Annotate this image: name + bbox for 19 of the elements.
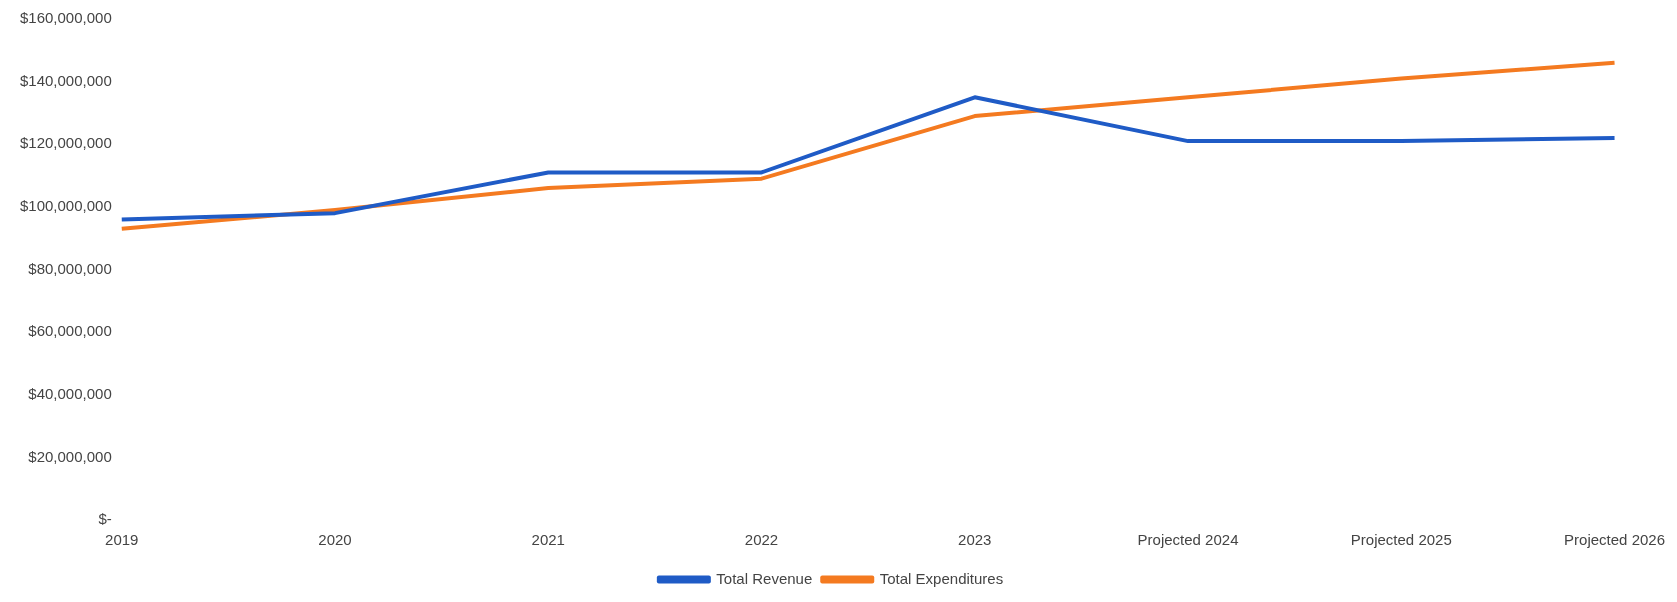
- legend-label: Total Expenditures: [879, 569, 1004, 587]
- x-tick-label: 2021: [531, 531, 565, 549]
- y-tick-label: $160,000,000: [19, 9, 112, 27]
- x-tick-label: 2023: [958, 531, 992, 549]
- x-tick-label: 2020: [318, 531, 352, 549]
- y-tick-label: $20,000,000: [28, 447, 112, 465]
- y-tick-label: $120,000,000: [19, 134, 112, 152]
- x-tick-label: 2019: [105, 531, 139, 549]
- legend-label: Total Revenue: [716, 569, 813, 587]
- x-tick-label: Projected 2024: [1137, 531, 1239, 549]
- y-tick-label: $80,000,000: [28, 259, 112, 277]
- x-tick-label: Projected 2025: [1350, 531, 1452, 549]
- x-tick-label: 2022: [744, 531, 779, 549]
- y-tick-label: $140,000,000: [19, 71, 112, 89]
- x-tick-label: Projected 2026: [1564, 531, 1665, 549]
- y-tick-label: $-: [98, 510, 112, 528]
- y-tick-label: $60,000,000: [28, 322, 112, 340]
- y-tick-label: $40,000,000: [28, 384, 112, 402]
- y-tick-label: $100,000,000: [19, 197, 112, 215]
